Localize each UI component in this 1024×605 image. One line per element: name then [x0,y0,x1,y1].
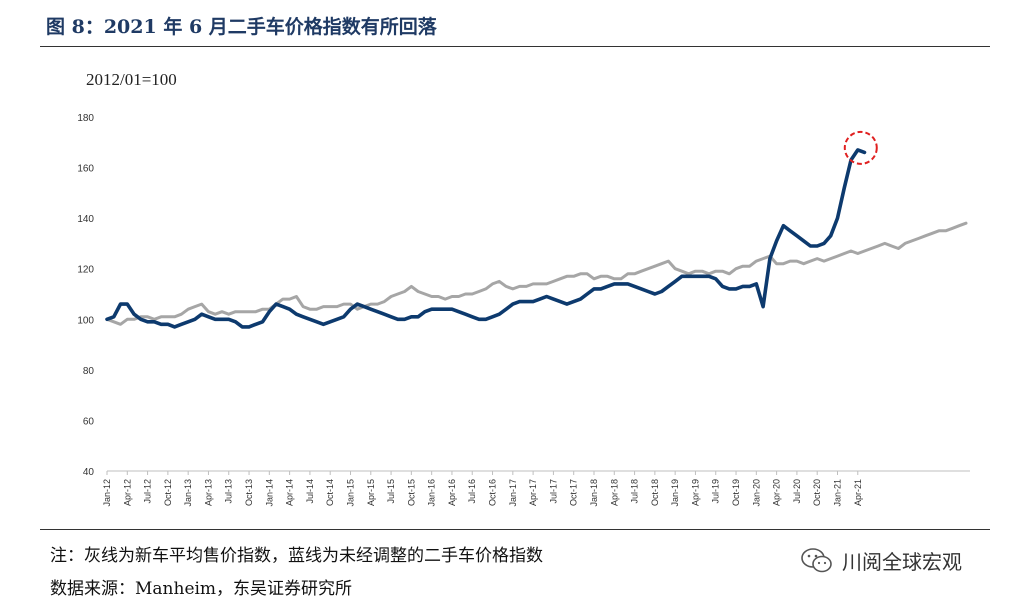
x-tick-label: Oct-16 [488,479,498,506]
y-tick-label: 160 [77,164,94,175]
x-tick-label: Apr-13 [203,479,213,506]
y-tick-label: 60 [83,416,95,427]
x-tick-label: Apr-19 [690,479,700,506]
x-tick-label: Jan-12 [102,479,112,507]
x-tick-label: Jan-18 [589,479,599,507]
x-tick-label: Jul-12 [143,479,153,504]
x-tick-label: Oct-13 [244,479,254,506]
series-line-gray [105,221,968,326]
x-tick-label: Oct-14 [325,479,335,506]
x-tick-label: Apr-18 [609,479,619,506]
x-tick-label: Oct-19 [731,479,741,506]
brand-name: 川阅全球宏观 [842,550,962,574]
x-tick-label: Jan-16 [427,479,437,507]
x-tick-label: Apr-14 [285,479,295,506]
x-tick-label: Jul-16 [467,479,477,504]
chart-title: 图 8：2021 年 6 月二手车价格指数有所回落 [46,16,437,38]
brand-watermark: 川阅全球宏观 [800,546,962,575]
x-tick-label: Jul-15 [386,479,396,504]
x-tick-label: Jul-14 [305,479,315,504]
x-tick-label: Oct-17 [569,479,579,506]
x-tick-label: Apr-20 [772,479,782,506]
y-tick-label: 100 [77,315,94,326]
line-chart: 40 60 80 100 120 140 160 180 Jan-12 Apr-12 Jul-12 O… [77,113,970,507]
x-tick-label: Apr-15 [366,479,376,506]
x-tick-label: Jan-13 [183,479,193,507]
x-tick-label: Jul-13 [224,479,234,504]
x-tick-label: Apr-16 [447,479,457,506]
x-tick-label: Jan-14 [264,479,274,507]
x-tick-label: Jan-21 [832,479,842,507]
series-line-blue [105,148,867,329]
y-unit-label: 2012/01=100 [86,70,177,89]
x-tick-label: Jan-19 [670,479,680,507]
x-tick-label: Oct-12 [163,479,173,506]
x-tick-label: Oct-15 [406,479,416,506]
x-tick-label: Jul-18 [630,479,640,504]
wechat-icon [800,547,834,575]
y-tick-label: 120 [77,265,94,276]
x-tick-label: Apr-21 [853,479,863,506]
peak-highlight-circle [843,130,878,165]
x-tick-label: Jul-17 [548,479,558,504]
x-tick-label: Apr-12 [122,479,132,506]
chart-note: 注：灰线为新车平均售价指数，蓝线为未经调整的二手车价格指数 [50,546,543,566]
x-tick-label: Apr-17 [528,479,538,506]
x-tick-label: Oct-20 [812,479,822,506]
y-tick-label: 40 [83,467,95,478]
x-tick-label: Jan-17 [508,479,518,507]
x-tick-label: Jul-19 [711,479,721,504]
x-tick-label: Oct-18 [650,479,660,506]
footer-divider [40,529,990,530]
x-tick-label: Jul-20 [792,479,802,504]
x-tick-label: Jan-15 [345,479,355,507]
y-tick-label: 140 [77,214,94,225]
header-divider [40,46,990,47]
data-source: 数据来源：Manheim，东吴证券研究所 [50,579,353,599]
x-tick-label: Jan-20 [751,479,761,507]
y-tick-label: 80 [83,366,95,377]
y-tick-label: 180 [77,113,94,124]
